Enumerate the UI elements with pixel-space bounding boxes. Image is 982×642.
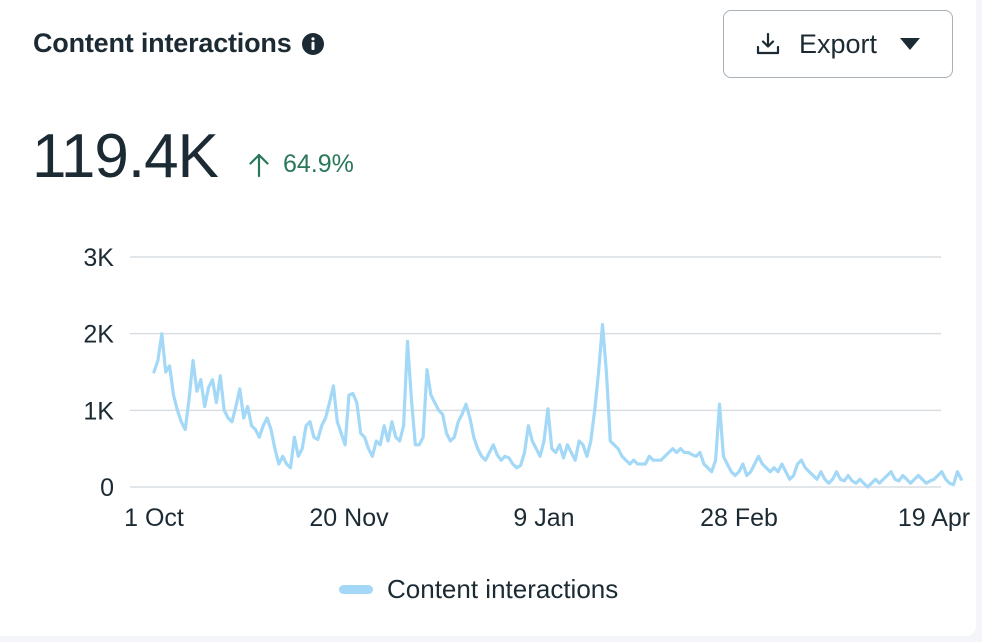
legend-label: Content interactions [387, 574, 619, 604]
x-tick-label: 19 Apr [898, 504, 970, 532]
y-tick-label: 0 [100, 474, 114, 502]
card-title: Content interactions [33, 28, 325, 59]
change-indicator: 64.9% [247, 150, 354, 179]
x-tick-label: 28 Feb [700, 504, 778, 532]
chart-legend[interactable]: Content interactions [339, 574, 618, 605]
y-tick-label: 2K [83, 321, 114, 349]
download-icon [755, 31, 781, 57]
x-tick-label: 20 Nov [309, 504, 389, 532]
caret-down-icon [899, 37, 921, 51]
x-tick-label: 1 Oct [124, 504, 184, 532]
export-button[interactable]: Export [723, 10, 953, 78]
change-value: 64.9% [283, 150, 354, 178]
arrow-up-icon [247, 152, 271, 178]
total-value: 119.4K [32, 122, 219, 191]
export-label: Export [798, 28, 878, 59]
info-icon[interactable] [301, 32, 325, 56]
y-tick-label: 1K [83, 397, 114, 425]
legend-swatch [339, 585, 373, 594]
series-line-content-interactions [152, 322, 963, 489]
y-tick-label: 3K [83, 244, 114, 272]
x-tick-label: 9 Jan [513, 504, 574, 532]
card-title-text: Content interactions [33, 28, 292, 58]
